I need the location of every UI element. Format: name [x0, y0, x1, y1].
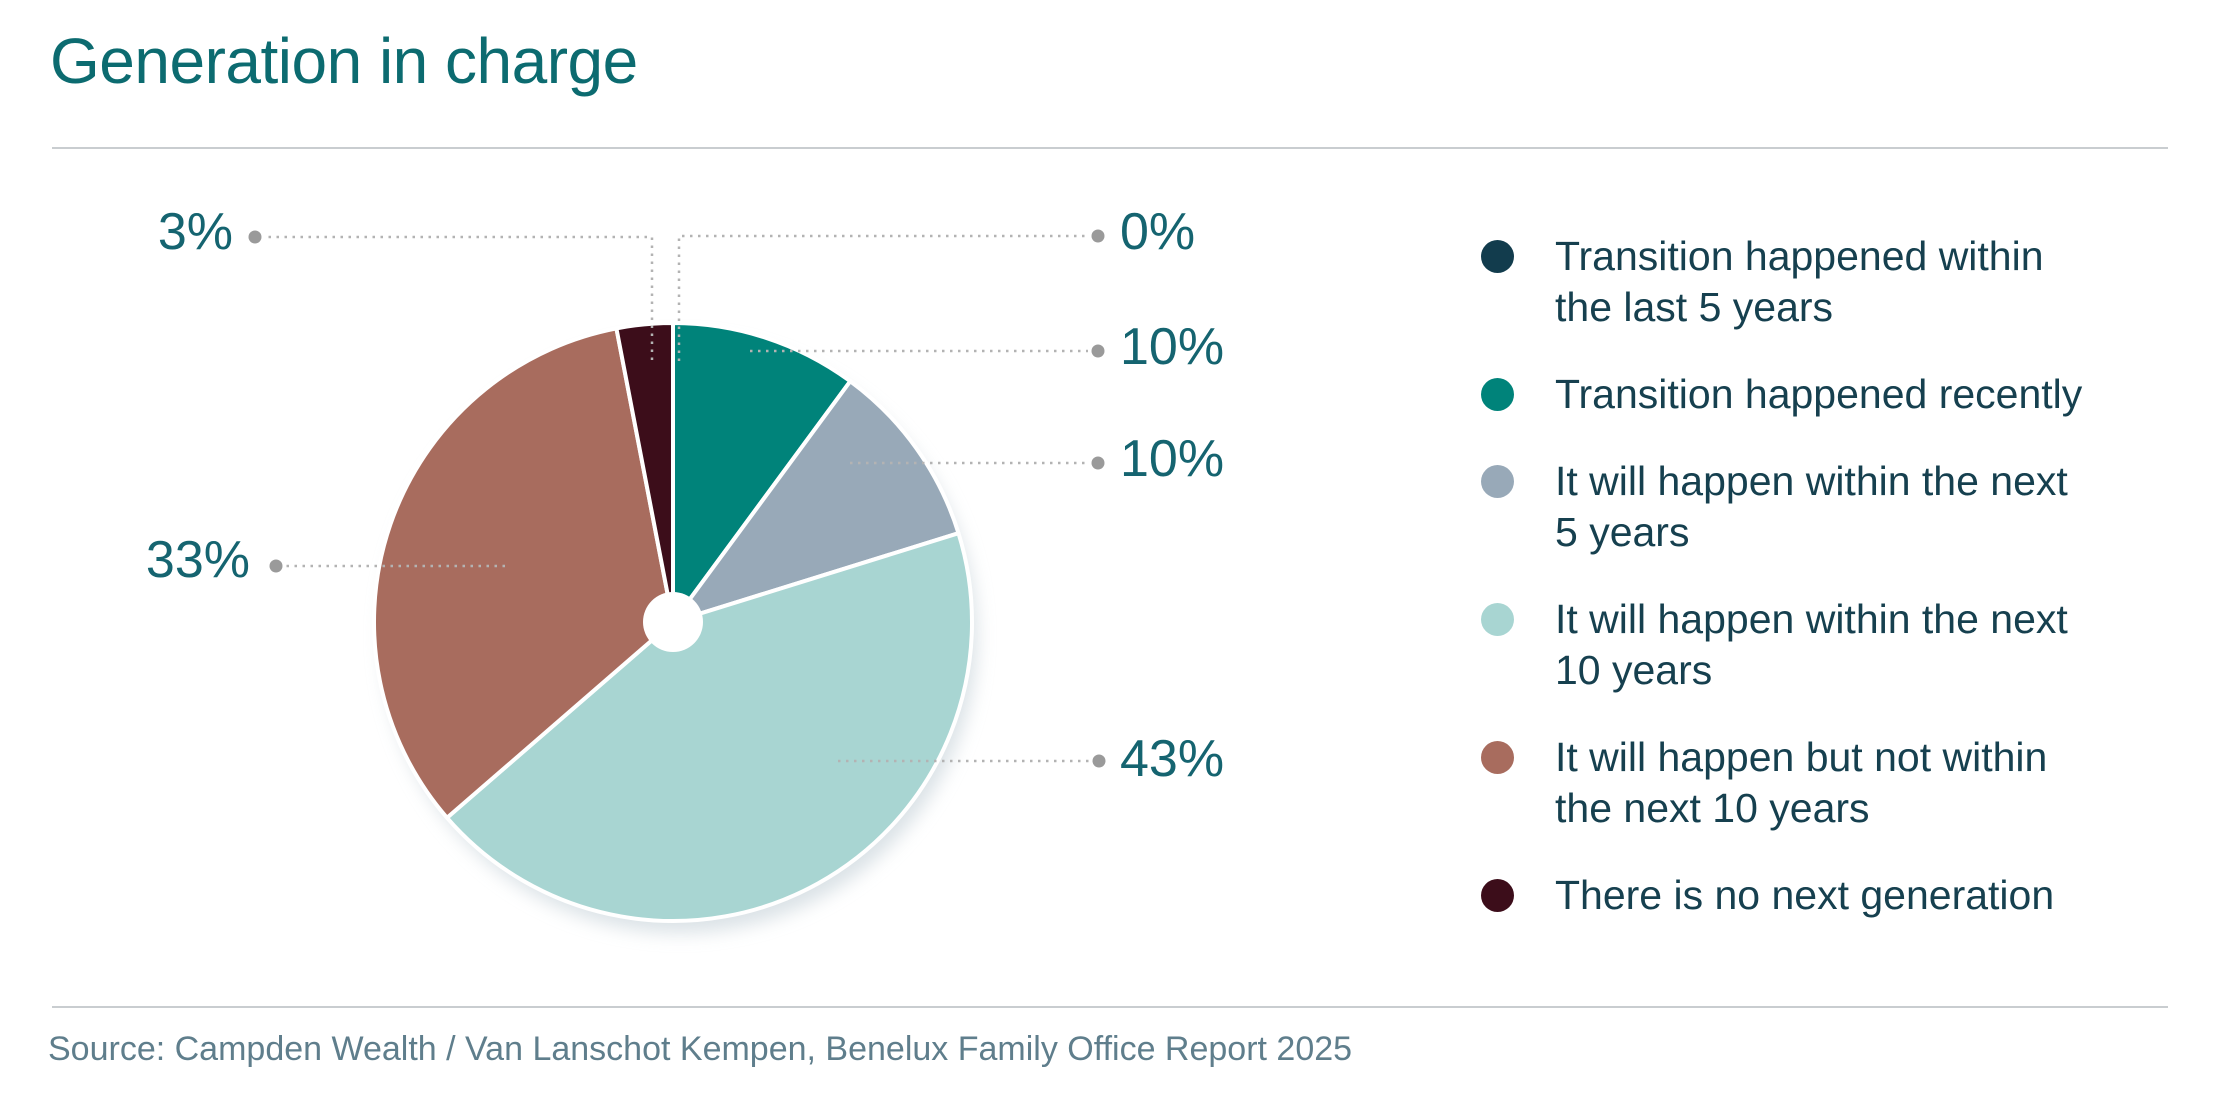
legend-label: Transition happened recently	[1555, 371, 2083, 417]
legend-label: There is no next generation	[1555, 872, 2055, 918]
leader-line-3pct	[265, 235, 654, 360]
page-title: Generation in charge	[50, 25, 638, 97]
leader-line-0pct	[677, 234, 1088, 361]
legend-bullet	[1481, 378, 1514, 411]
source-attribution: Source: Campden Wealth / Van Lanschot Ke…	[48, 1030, 1353, 1068]
pct-label-0pct: 0%	[1120, 203, 1195, 261]
legend-bullet	[1481, 465, 1514, 498]
leader-dot-43pct	[1092, 754, 1106, 768]
pct-label-43pct: 43%	[1120, 730, 1224, 788]
donut-hole	[643, 592, 703, 652]
pie-slice-5[interactable]	[614, 321, 675, 624]
legend-label: It will happen but not within the next 10…	[1555, 734, 2048, 831]
legend-bullet	[1481, 240, 1514, 273]
top-divider	[52, 147, 2168, 149]
leader-dot-3pct	[248, 230, 262, 244]
legend-bullet	[1481, 741, 1514, 774]
legend-label: Transition happened within the last 5 yea…	[1555, 233, 2044, 330]
legend-item-not-within-10-years: It will happen but not within the next 10…	[1481, 732, 2181, 834]
legend-item-next-10-years: It will happen within the next 10 years	[1481, 594, 2181, 696]
pct-label-10pct-next5: 10%	[1120, 430, 1224, 488]
legend-label: It will happen within the next 5 years	[1555, 458, 2068, 555]
chart-legend: Transition happened within the last 5 yea…	[1481, 231, 2181, 921]
legend-item-next-5-years: It will happen within the next 5 years	[1481, 456, 2181, 558]
leader-dot-33pct	[269, 559, 283, 573]
pct-label-3pct: 3%	[158, 203, 233, 261]
pie-slice-1[interactable]	[671, 321, 853, 624]
leader-dot-0pct	[1091, 229, 1105, 243]
pct-label-10pct-recently: 10%	[1120, 318, 1224, 376]
legend-item-recently: Transition happened recently	[1481, 369, 2181, 420]
pie-slice-2[interactable]	[671, 379, 961, 624]
legend-bullet	[1481, 603, 1514, 636]
pie-slices-group	[371, 321, 974, 924]
pie-slice-4[interactable]	[371, 326, 675, 820]
leader-dot-10pct-next5	[1091, 456, 1105, 470]
legend-item-last-5-years: Transition happened within the last 5 yea…	[1481, 231, 2181, 333]
legend-item-no-next-generation: There is no next generation	[1481, 870, 2181, 921]
bottom-divider	[52, 1006, 2168, 1008]
legend-label: It will happen within the next 10 years	[1555, 596, 2068, 693]
pie-slice-3[interactable]	[445, 531, 974, 924]
pct-label-33pct: 33%	[146, 531, 250, 589]
legend-bullet	[1481, 879, 1514, 912]
leader-dot-10pct-recently	[1091, 344, 1105, 358]
